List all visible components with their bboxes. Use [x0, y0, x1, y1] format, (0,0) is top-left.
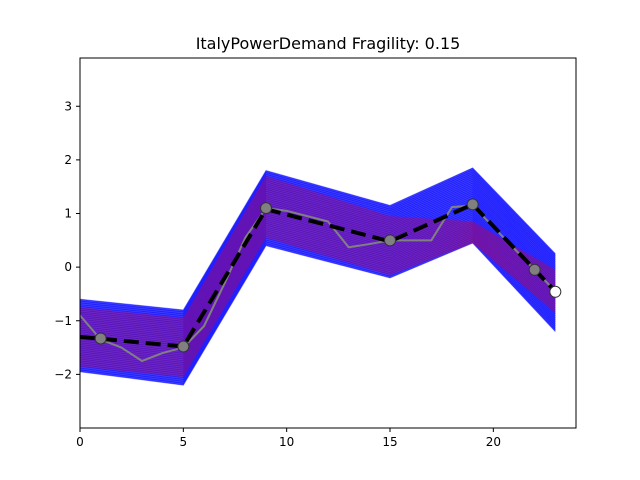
band-line [80, 200, 556, 343]
band-line [80, 195, 556, 338]
band-line [80, 189, 556, 332]
band-line [80, 184, 556, 328]
band-line [80, 175, 556, 319]
x-tick-label: 0 [76, 435, 84, 449]
band-line [80, 193, 556, 337]
band-line [80, 190, 556, 334]
band-line [80, 226, 556, 368]
band-line [80, 217, 556, 359]
band-area [80, 175, 556, 378]
band-line [80, 229, 556, 371]
band-line [80, 213, 556, 356]
y-tick-label: −2 [54, 367, 72, 381]
band-line [80, 206, 556, 349]
band-line [80, 192, 556, 335]
band-line [80, 204, 556, 347]
band-line [80, 223, 556, 365]
band-line [80, 187, 556, 331]
x-tick-label: 5 [180, 435, 188, 449]
band-line [80, 221, 556, 363]
x-tick-label: 10 [279, 435, 294, 449]
band-line [80, 179, 556, 324]
data-point-marker [466, 198, 479, 211]
band-line [80, 203, 556, 346]
data-point-marker [384, 234, 396, 247]
band-line [80, 176, 556, 321]
data-point-marker [177, 340, 190, 353]
band-line [80, 215, 556, 357]
band-line [80, 196, 556, 340]
chart-title: ItalyPowerDemand Fragility: 0.15 [196, 34, 461, 53]
band-line [80, 210, 556, 353]
band-line [80, 178, 556, 322]
band-line [80, 218, 556, 360]
data-point-marker [260, 202, 272, 215]
x-tick-label: 20 [486, 435, 501, 449]
band-line [80, 181, 556, 325]
x-tick-label: 15 [382, 435, 397, 449]
band-line [80, 232, 556, 374]
band-line [80, 220, 556, 362]
band-line [80, 235, 556, 377]
data-point-marker [549, 285, 562, 298]
band-line [80, 227, 556, 369]
y-tick-label: 1 [64, 207, 72, 221]
y-tick-label: 2 [64, 153, 72, 167]
band-line [80, 237, 556, 378]
y-tick-label: 3 [64, 99, 72, 113]
y-tick-label: 0 [64, 260, 72, 274]
band-line [80, 233, 556, 375]
y-tick-label: −1 [54, 314, 72, 328]
band-line [80, 183, 556, 326]
markers-layer [94, 198, 562, 353]
data-point-marker [528, 263, 541, 276]
band-line [80, 198, 556, 341]
plot-frame [79, 57, 577, 429]
band-line [80, 224, 556, 366]
band-line [80, 207, 556, 350]
data-point-marker [94, 332, 107, 345]
band-line [80, 209, 556, 352]
band-line [80, 186, 556, 329]
band-line [80, 230, 556, 372]
